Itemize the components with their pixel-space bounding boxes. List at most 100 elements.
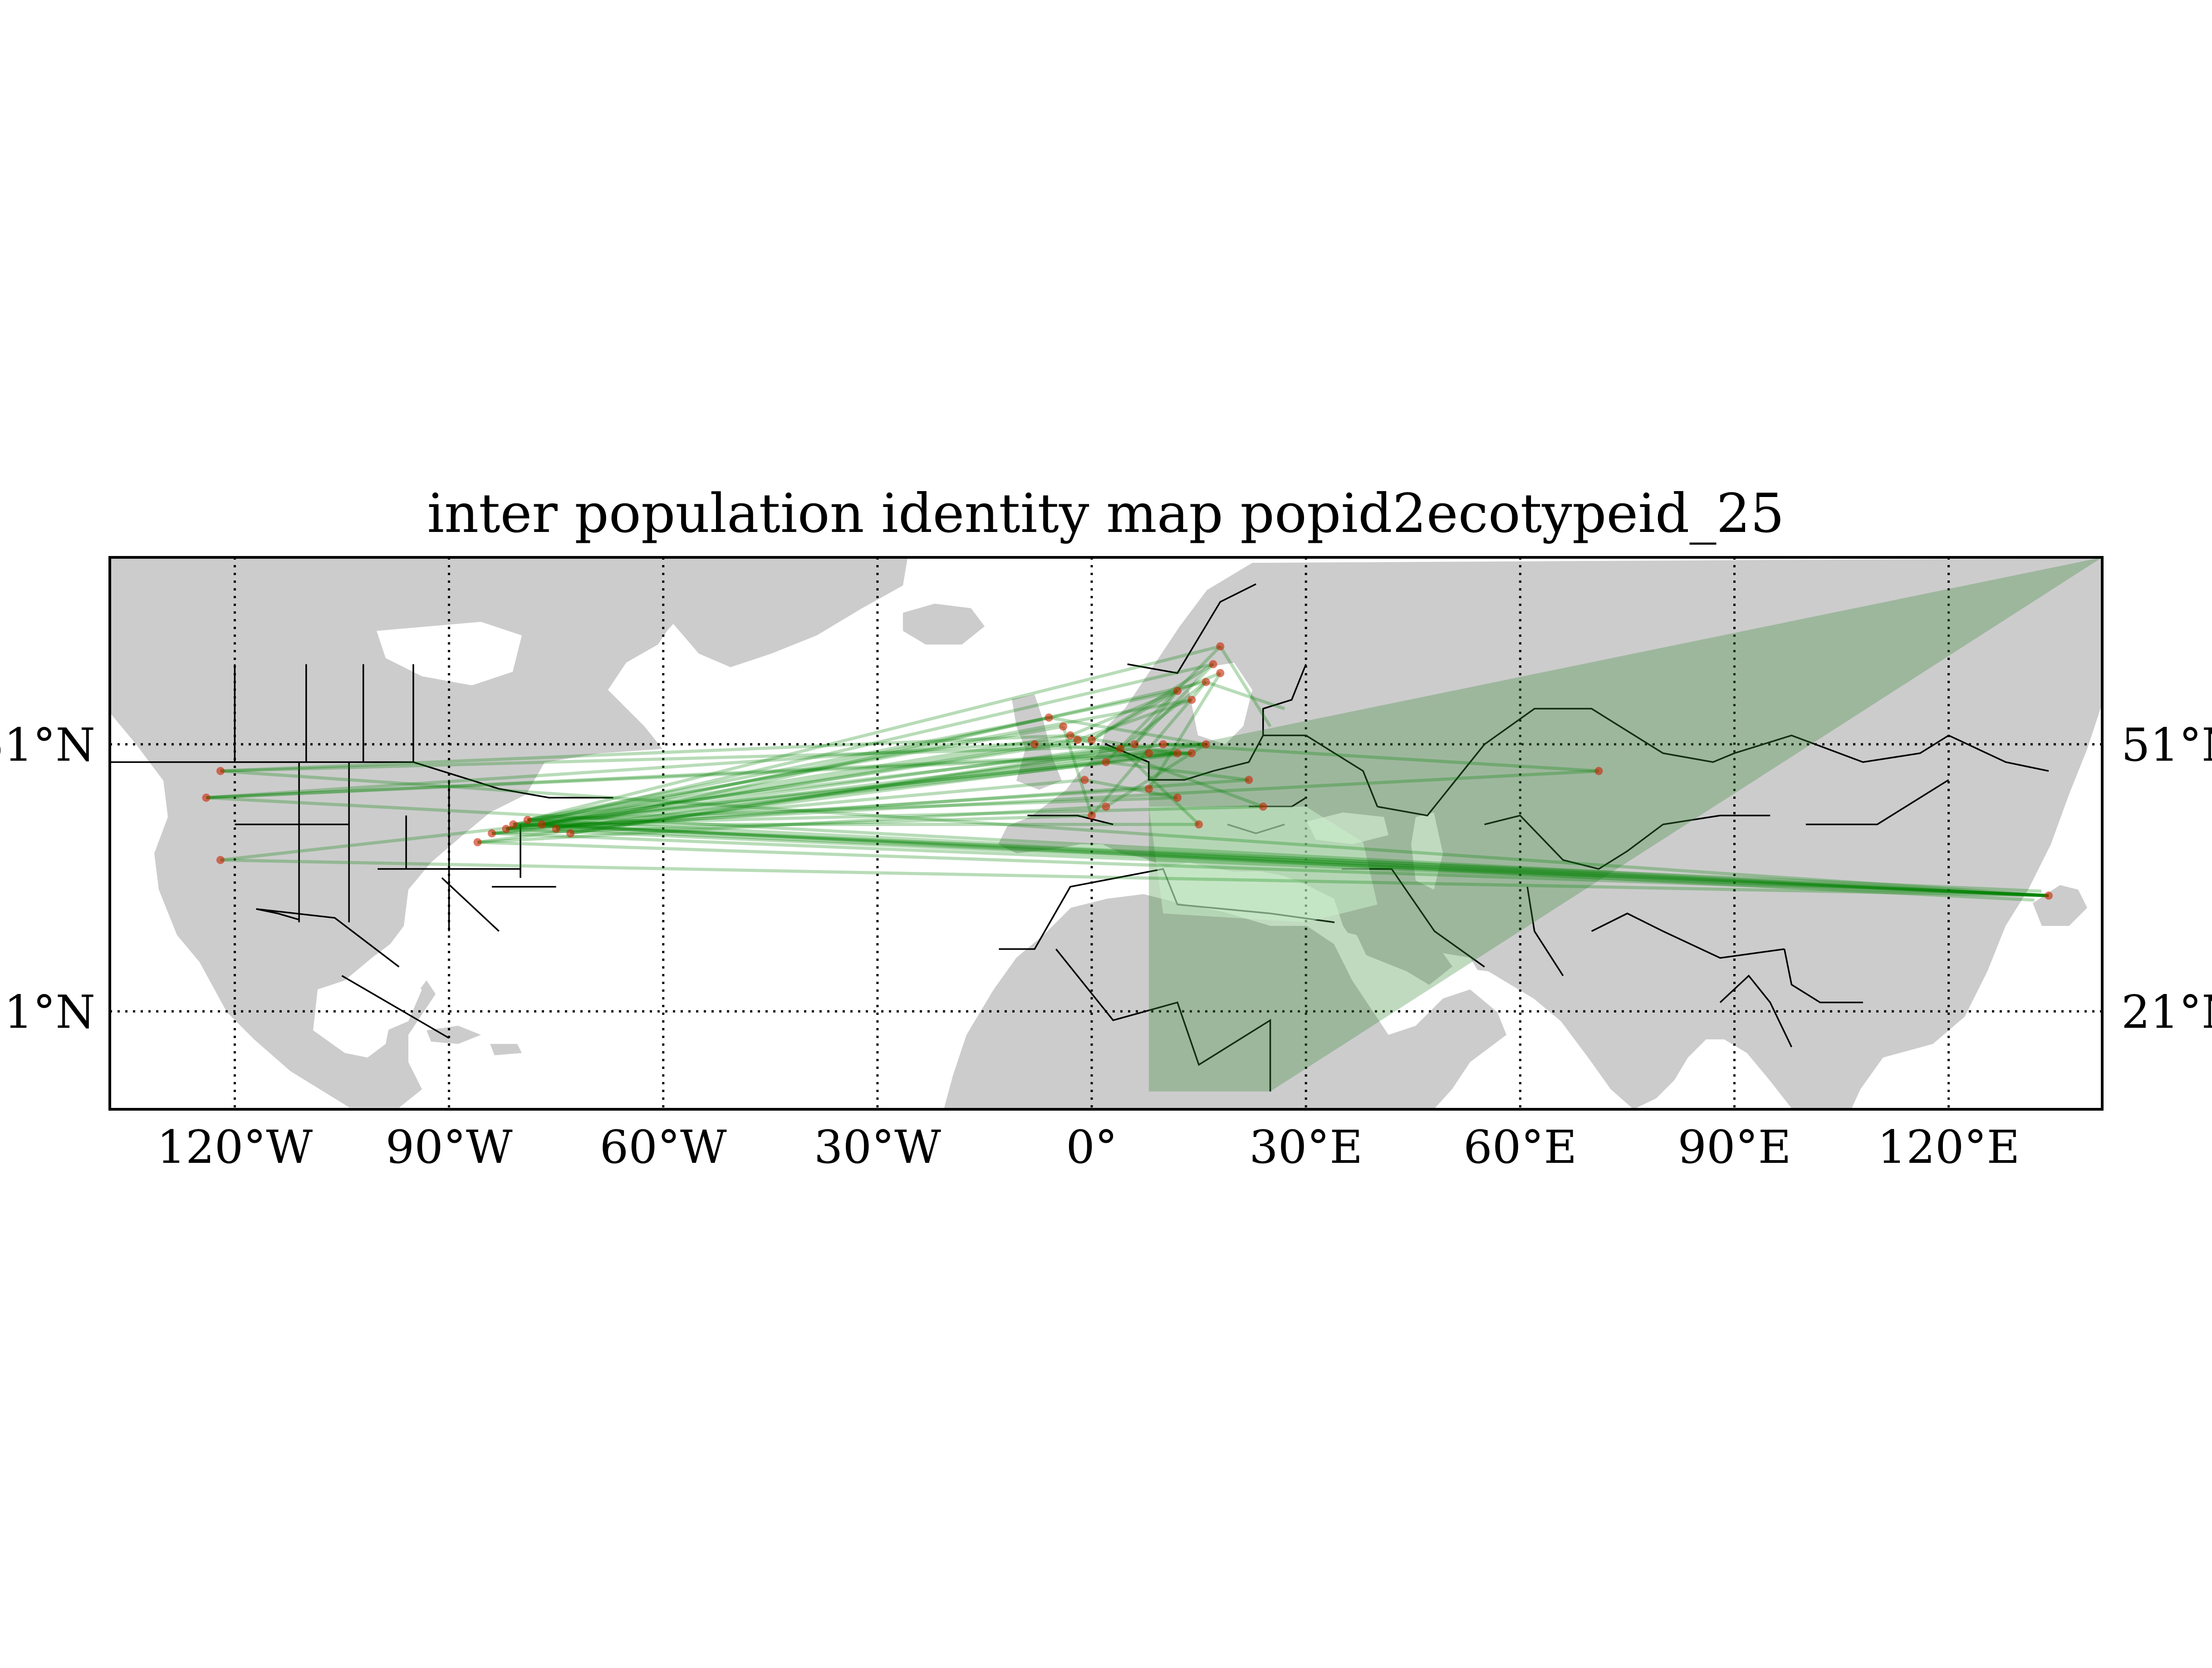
population-site [523,816,532,824]
identity-edge [206,738,1078,799]
identity-edge [491,752,1192,835]
identity-edge [541,743,1135,826]
identity-edge [1106,760,1249,782]
population-site [1080,776,1089,784]
identity-edge [527,645,1221,822]
lon-tick-label: 30°W [814,1121,941,1174]
identity-edge [220,752,1178,862]
population-site [1116,744,1124,753]
border-line [441,877,500,932]
identity-edge [220,733,1070,773]
population-site [488,829,496,837]
border-line [1027,815,1113,826]
population-site [1216,642,1225,651]
population-site [1202,678,1210,686]
longitude-tick-labels: 120°W 90°W 60°W 30°W 0° 30°E 60°E 90°E 120°E [157,1121,2020,1174]
identity-edge [541,738,1078,826]
population-site [1173,687,1182,695]
identity-edge [542,822,2035,902]
identity-edge [1091,689,1178,742]
population-sites [202,642,2053,900]
population-site [502,825,510,833]
population-site [1130,740,1139,748]
identity-edge [1069,671,1221,737]
water-gulf-of-mexico [318,976,422,1035]
graticule-grid [110,557,2102,1109]
chart-title: inter population identity map popid2ecot… [427,482,1784,545]
lon-tick-label: 120°W [157,1121,313,1174]
population-site [538,820,546,829]
population-site [1259,802,1267,811]
population-site [1144,784,1153,793]
identity-edge [570,747,1121,835]
border-line [110,761,613,799]
identity-edge [1091,663,1214,742]
identity-edge [1084,778,1178,799]
lat-tick-label-left: 21°N [0,985,95,1038]
border-line [1105,664,1307,781]
border-line [1591,912,1785,959]
identity-edge [206,752,1192,799]
border-line [256,908,299,920]
population-hull [1148,557,2102,1092]
identity-edge [513,822,2049,897]
population-site [1102,802,1110,811]
identity-edge [527,716,1050,822]
border-line [1526,886,1564,976]
identity-edge [527,818,2049,897]
axes-frame [108,556,2104,1111]
lon-tick-label: 120°E [1878,1121,2020,1174]
identity-edge [513,733,1071,826]
border-line [1055,948,1271,1092]
land-india-bay [1597,1017,1679,1107]
lon-tick-label: 60°E [1463,1121,1577,1174]
identity-edge [505,662,1214,831]
population-site [1059,722,1068,731]
lat-tick-label-right: 51°N [2121,718,2212,772]
population-site [1088,736,1096,744]
population-site [216,856,225,864]
identity-edge [556,827,2049,897]
identity-edge [206,796,2049,897]
population-site [1195,820,1203,829]
identity-edge [1090,681,1207,817]
lon-tick-label: 90°E [1677,1121,1791,1174]
population-site [1173,793,1182,802]
identity-edge [513,760,1106,826]
lon-tick-label: 90°W [386,1121,513,1174]
population-site [1245,776,1253,784]
identity-edge [527,747,1121,822]
population-site [2045,891,2053,900]
identity-edge [1147,672,1222,790]
population-site [1144,749,1153,758]
identity-edge [1049,716,1207,746]
identity-edge [542,805,1263,826]
identity-edge [1119,680,1207,750]
population-site [1202,740,1210,748]
population-site [216,767,225,775]
identity-edge [505,743,1035,831]
identity-edge [542,822,2049,897]
identity-edge [1061,726,1094,816]
identity-edge [1133,663,1215,746]
population-site [1066,731,1074,740]
population-site [1187,749,1196,758]
land-africa-arabia [944,894,1506,1109]
identity-edge [220,858,2049,897]
population-site [1173,749,1182,758]
border-line [256,908,400,968]
identity-edge [506,787,1149,831]
population-hulls [1148,557,2102,1092]
lon-tick-label: 30°E [1249,1121,1363,1174]
population-site [1073,736,1082,744]
identity-edge [1069,734,1264,808]
border-line [1719,974,1792,1048]
identity-edge [506,827,2049,897]
identity-edge [491,814,1092,835]
land-north-america [110,558,708,1107]
population-site [1045,713,1053,722]
identity-edge [1163,743,1599,773]
identity-edge [477,805,1106,844]
latitude-tick-labels: 51°N 51°N 21°N 21°N [0,718,2212,1038]
